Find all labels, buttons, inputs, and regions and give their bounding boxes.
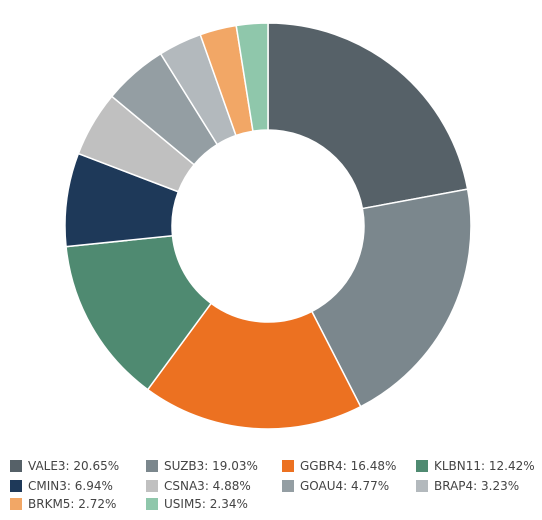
legend-swatch [282,460,294,472]
legend-swatch [10,480,22,492]
legend-swatch [416,460,428,472]
slice-ggbr4[interactable] [146,302,362,430]
legend-item-brkm5[interactable]: BRKM5: 2.72% [10,496,116,512]
legend-label: BRAP4: 3.23% [434,479,520,493]
legend-item-ggbr4[interactable]: GGBR4: 16.48% [282,458,396,474]
legend-item-usim5[interactable]: USIM5: 2.34% [146,496,248,512]
legend-label: BRKM5: 2.72% [28,497,117,511]
legend-swatch [10,498,22,510]
slice-suzb3[interactable] [310,188,472,408]
legend-swatch [416,480,428,492]
legend-item-vale3[interactable]: VALE3: 20.65% [10,458,119,474]
legend-swatch [146,498,158,510]
legend-label: KLBN11: 12.42% [434,459,535,473]
legend-label: USIM5: 2.34% [164,497,248,511]
slice-usim5[interactable] [235,22,269,133]
slice-klbn11[interactable] [65,234,213,391]
slice-vale3[interactable] [267,22,469,210]
legend-label: CMIN3: 6.94% [28,479,113,493]
legend-label: GGBR4: 16.48% [300,459,397,473]
legend-label: GOAU4: 4.77% [300,479,390,493]
legend-item-goau4[interactable]: GOAU4: 4.77% [282,478,389,494]
legend-swatch [10,460,22,472]
legend-item-cmin3[interactable]: CMIN3: 6.94% [10,478,113,494]
legend-item-suzb3[interactable]: SUZB3: 19.03% [146,458,258,474]
legend-label: CSNA3: 4.88% [164,479,251,493]
legend-item-brap4[interactable]: BRAP4: 3.23% [416,478,519,494]
legend-swatch [282,480,294,492]
legend-label: VALE3: 20.65% [28,459,120,473]
legend-swatch [146,480,158,492]
legend-label: SUZB3: 19.03% [164,459,258,473]
legend-swatch [146,460,158,472]
legend-item-klbn11[interactable]: KLBN11: 12.42% [416,458,535,474]
legend-item-csna3[interactable]: CSNA3: 4.88% [146,478,251,494]
donut-chart [64,22,472,430]
